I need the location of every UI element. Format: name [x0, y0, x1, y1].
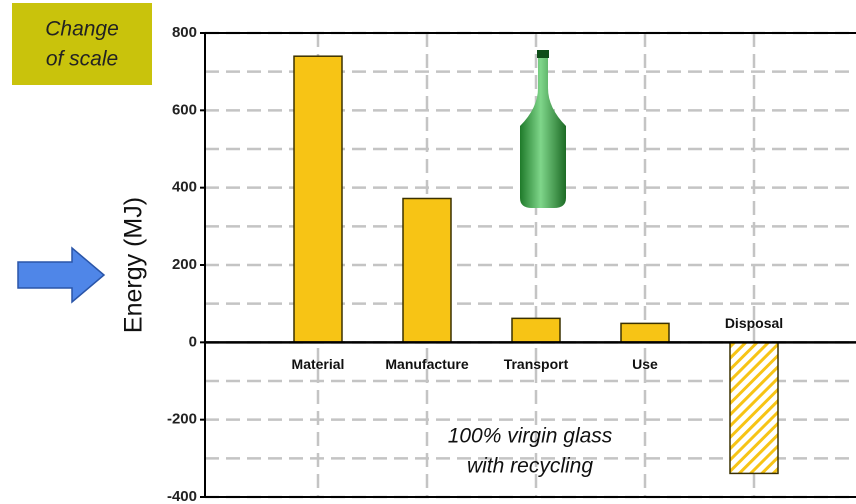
bottle-cap [537, 50, 549, 58]
bar [511, 317, 561, 344]
x-tick-label: Manufacture [385, 356, 468, 372]
bar [620, 322, 670, 344]
y-tick-label: 600 [172, 101, 197, 118]
bottle [520, 50, 566, 208]
x-tick-label: Transport [504, 356, 569, 372]
badge-text: of scale [46, 48, 118, 71]
y-tick-label: 400 [172, 179, 197, 196]
annotation: with recycling [467, 455, 593, 478]
badge-box [12, 3, 152, 85]
x-tick-label: Material [292, 356, 345, 372]
y-tick-label: 200 [172, 256, 197, 273]
bar [729, 341, 779, 475]
annotation: 100% virgin glass [448, 425, 613, 448]
y-tick-label: -200 [167, 411, 197, 428]
bar [402, 197, 452, 344]
bar [293, 55, 343, 344]
bottle-body [520, 58, 566, 208]
y-axis-label: Energy (MJ) [120, 197, 148, 333]
badge-text: Change [45, 18, 119, 41]
y-tick-label: 800 [172, 24, 197, 41]
y-tick-label: 0 [189, 333, 197, 350]
arrow [17, 246, 106, 304]
y-tick-label: -400 [167, 488, 197, 504]
x-tick-label: Disposal [725, 315, 783, 331]
x-tick-label: Use [632, 356, 658, 372]
